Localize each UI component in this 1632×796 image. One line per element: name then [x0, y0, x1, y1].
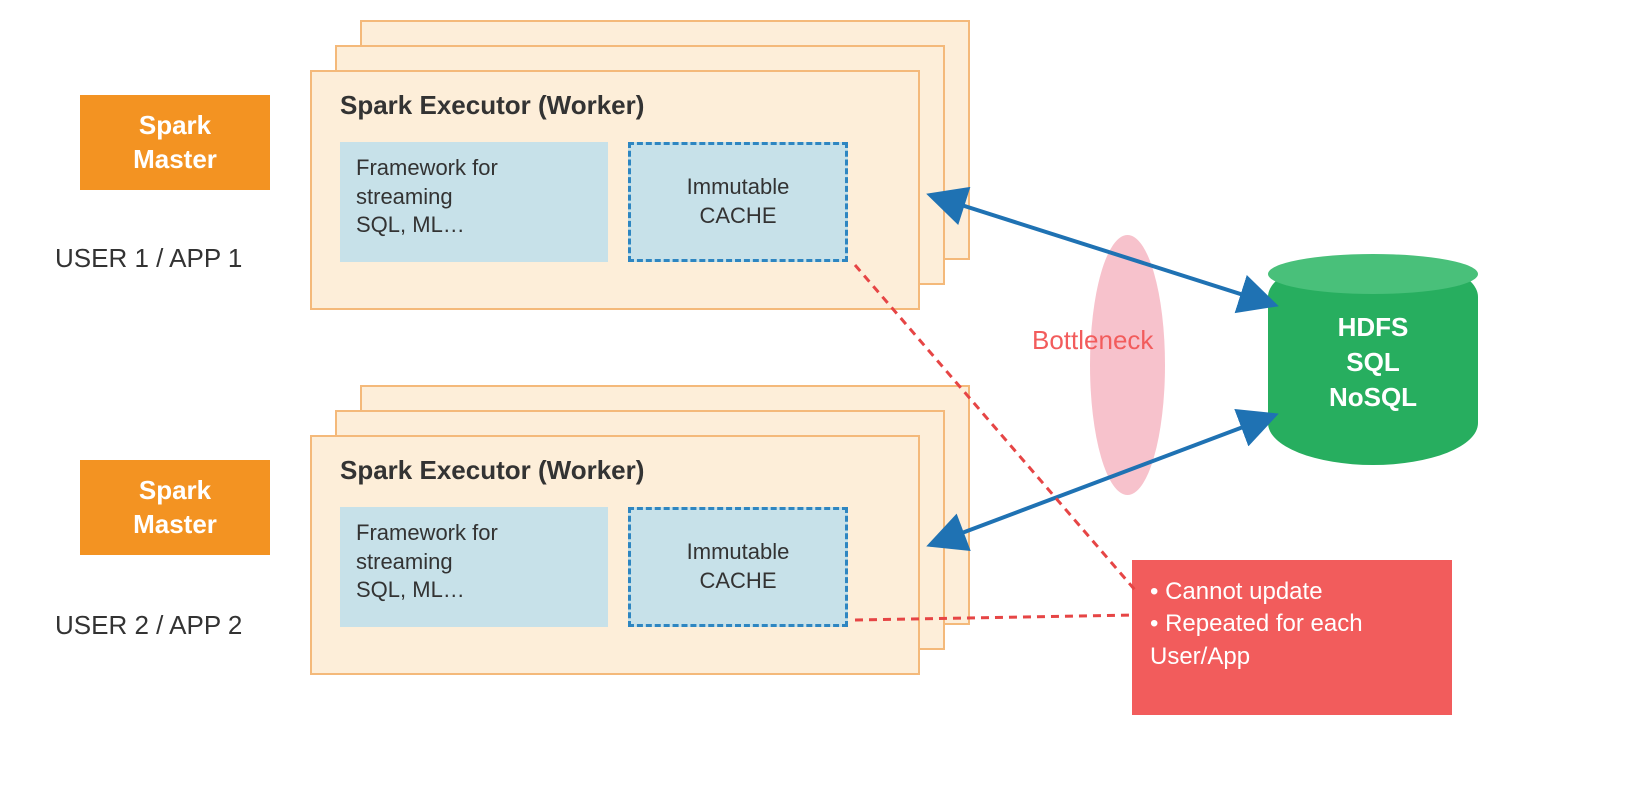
framework-box-2: Framework for streamingSQL, ML…: [340, 507, 608, 627]
spark-master-2: SparkMaster: [80, 460, 270, 555]
cache-box-2: Immutable CACHE: [628, 507, 848, 627]
db-line-1: HDFS: [1338, 312, 1409, 342]
bottleneck-label: Bottleneck: [1032, 325, 1153, 356]
executor-1-title: Spark Executor (Worker): [340, 90, 918, 121]
user-1-label: USER 1 / APP 1: [55, 243, 242, 274]
user-2-label: USER 2 / APP 2: [55, 610, 242, 641]
bottleneck-ellipse: [1090, 235, 1165, 495]
executor-2: Spark Executor (Worker) Framework for st…: [310, 435, 920, 675]
database-label: HDFS SQL NoSQL: [1268, 310, 1478, 415]
spark-master-1: SparkMaster: [80, 95, 270, 190]
framework-box-1: Framework for streamingSQL, ML…: [340, 142, 608, 262]
db-line-2: SQL: [1346, 347, 1399, 377]
db-line-3: NoSQL: [1329, 382, 1417, 412]
executor-1: Spark Executor (Worker) Framework for st…: [310, 70, 920, 310]
issues-box: Cannot update Repeated for each User/App: [1132, 560, 1452, 715]
issue-2: Repeated for each User/App: [1150, 608, 1434, 673]
executor-2-title: Spark Executor (Worker): [340, 455, 918, 486]
issue-1: Cannot update: [1150, 576, 1434, 608]
cache-box-1: Immutable CACHE: [628, 142, 848, 262]
